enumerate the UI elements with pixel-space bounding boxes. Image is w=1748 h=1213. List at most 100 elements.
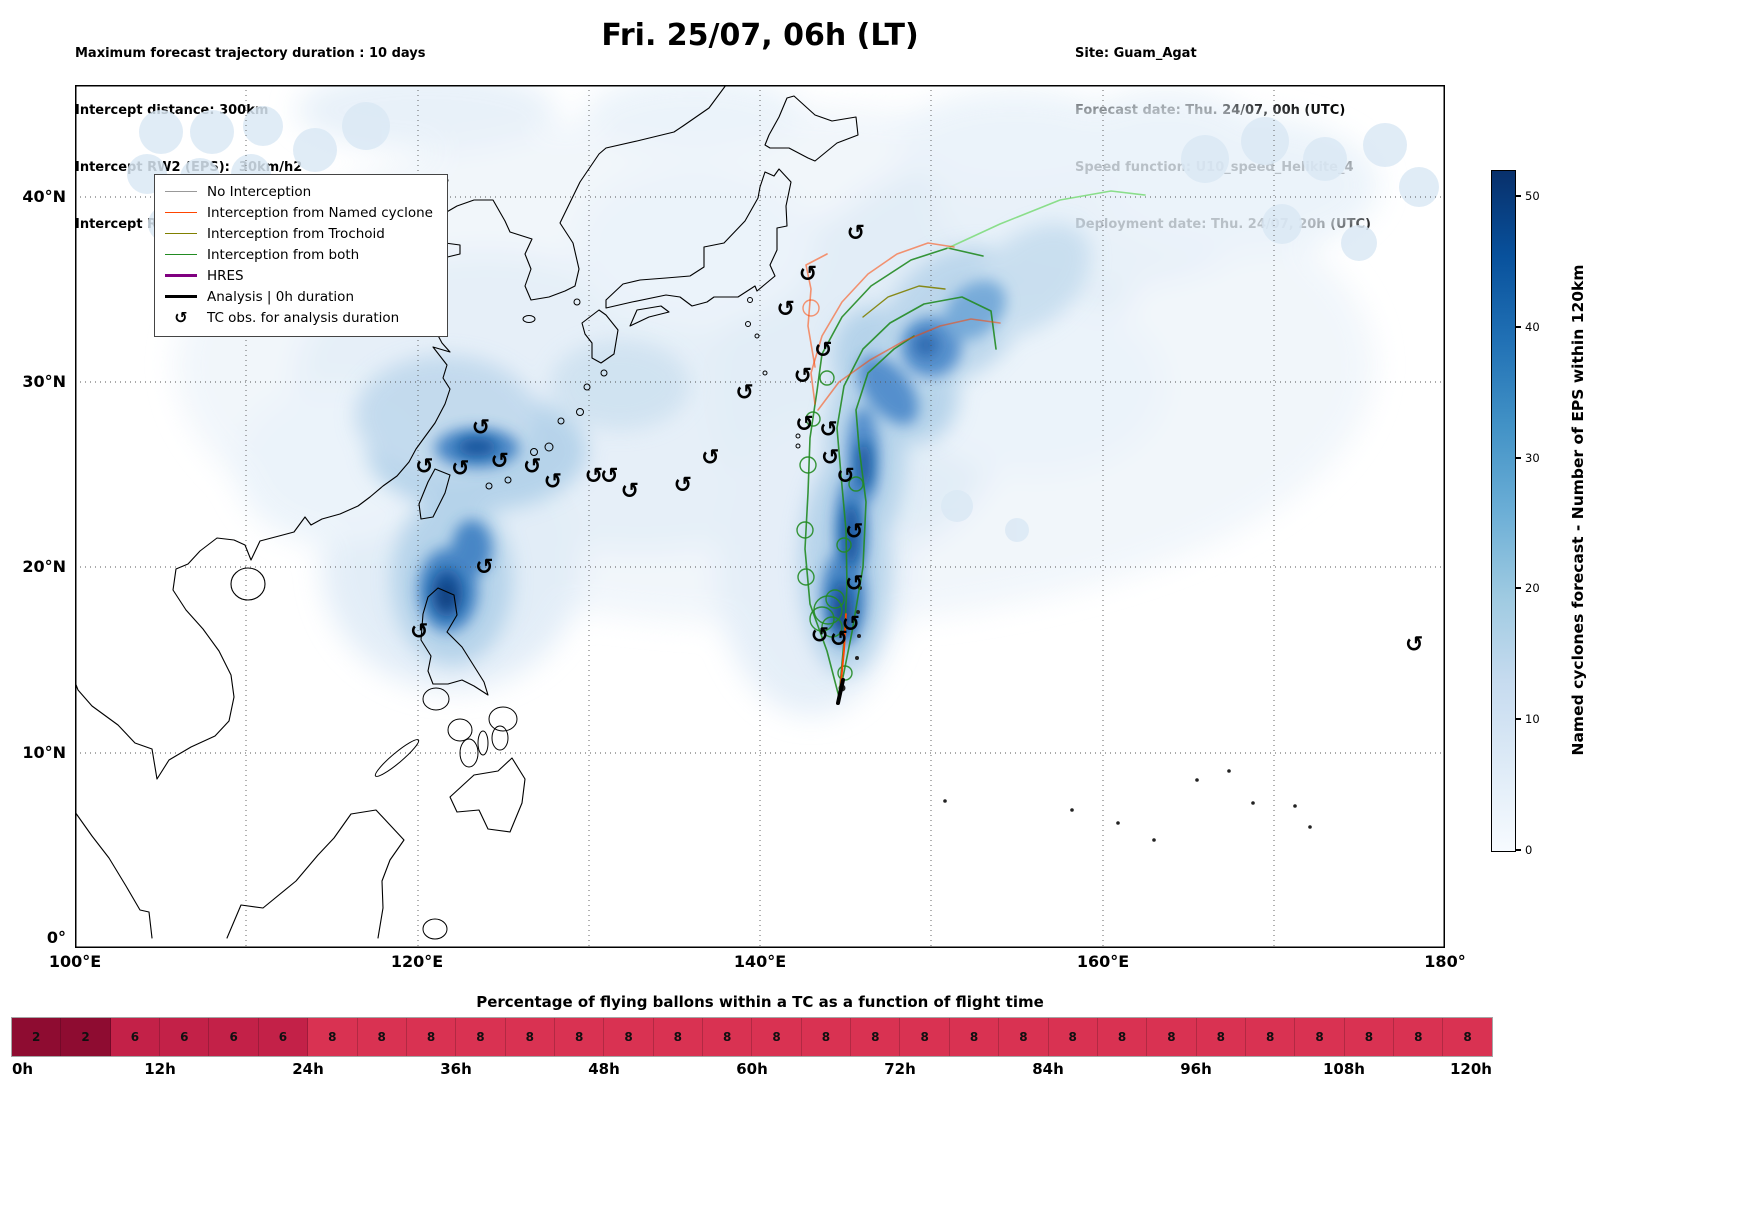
tc-obs-symbol: ↺	[585, 464, 603, 489]
flight-bar-cell: 8	[308, 1018, 358, 1056]
flight-bar-cell: 8	[1344, 1018, 1395, 1056]
ryukyu-islands	[485, 298, 608, 490]
flight-bar-time-label: 84h	[1032, 1060, 1064, 1078]
tc-obs-symbol: ↺	[776, 297, 794, 322]
flight-bar-cell: 8	[1196, 1018, 1246, 1056]
line-sample-icon	[165, 253, 197, 256]
tc-obs-symbol: ↺	[830, 627, 848, 652]
trajectory-named-2	[817, 318, 1001, 411]
legend-item-both: Interception from both	[165, 244, 433, 265]
tc-obs-symbol: ↺	[847, 221, 865, 246]
tc-obs-symbol: ↺	[1405, 633, 1423, 658]
coastline-kyushu	[581, 309, 619, 364]
flight-bar-cell: 6	[110, 1018, 161, 1056]
lat-tick-30n: 30°N	[22, 372, 66, 391]
tc-obs-symbol: ↺	[814, 338, 832, 363]
island-mindoro	[422, 687, 450, 711]
tc-obs-symbol: ↺	[674, 473, 692, 498]
flight-bar-time-label: 72h	[884, 1060, 916, 1078]
coastline-honshu	[605, 168, 792, 309]
flight-bar-time-label: 36h	[440, 1060, 472, 1078]
lon-tick-180: 180°	[1424, 952, 1466, 971]
map-plot: ↺ ↺ ↺ ↺ ↺ ↺ ↺ ↺ ↺ ↺ ↺ ↺ ↺ ↺ ↺ ↺ ↺ ↺ ↺ ↺ ↺ ↺ ↺ ↺ ↺ ↺ ↺ ↺ ↺ No Interce…	[75, 85, 1445, 948]
tc-obs-symbol: ↺	[410, 620, 428, 645]
island-panay	[447, 718, 473, 742]
island-palawan	[374, 739, 420, 777]
island-negros	[459, 738, 479, 768]
tc-obs-symbol: ↺	[795, 412, 813, 437]
micronesia-islands	[943, 769, 1312, 842]
legend-item-named-cyclone: Interception from Named cyclone	[165, 202, 433, 223]
flight-bar-cell: 8	[949, 1018, 1000, 1056]
legend-item-no-interception: No Interception	[165, 181, 433, 202]
island-sulawesi-tip	[422, 918, 448, 940]
lat-tick-20n: 20°N	[22, 557, 66, 576]
legend-item-hres: HRES	[165, 265, 433, 286]
tc-obs-symbol: ↺	[544, 470, 562, 495]
trajectory-named-1	[810, 242, 955, 405]
trajectory-both-1	[804, 247, 984, 698]
coastline-shikoku	[629, 305, 670, 327]
colorbar-tick-mark	[1516, 325, 1521, 328]
coastline-mindanao	[449, 757, 526, 833]
trajectory-both-light	[947, 190, 1146, 249]
flight-bar-cell: 8	[851, 1018, 901, 1056]
flight-bar-cell: 8	[1048, 1018, 1098, 1056]
flight-bar-time-label: 120h	[1450, 1060, 1492, 1078]
colorbar-tick-mark	[1516, 587, 1521, 590]
island-cebu	[477, 730, 489, 756]
colorbar-tick-label: 0	[1525, 843, 1533, 857]
trajectory-named-loop	[802, 299, 820, 317]
colorbar-tick-mark	[1516, 849, 1521, 851]
colorbar-tick-label: 20	[1525, 581, 1540, 596]
flight-bar-time-label: 48h	[588, 1060, 620, 1078]
flight-bar-labels: 0h 12h 24h 36h 48h 60h 72h 84h 96h 108h 120h	[12, 1060, 1492, 1082]
flight-bar-time-label: 108h	[1323, 1060, 1365, 1078]
colorbar-tick-mark	[1516, 456, 1521, 459]
tc-obs-symbol: ↺	[811, 623, 829, 648]
map-svg: ↺↺ ↺ ↺ ↺↺ ↺↺↺ ↺↺↺↺↺↺↺↺↺↺↺ ↺↺↺↺↺↺↺ ↺ ↺	[75, 85, 1445, 948]
flight-bar-cell: 8	[604, 1018, 654, 1056]
tc-obs-symbol: ↺	[600, 464, 618, 489]
flight-bar-cell: 8	[1443, 1018, 1492, 1056]
gridlines	[75, 85, 1445, 948]
line-sample-icon	[165, 294, 197, 299]
coastline-hokkaido	[764, 95, 859, 162]
flight-bar-cell: 8	[1097, 1018, 1148, 1056]
tc-obs-symbol: ↺	[475, 555, 493, 580]
legend-item-analysis: Analysis | 0h duration	[165, 286, 433, 307]
lat-tick-10n: 10°N	[22, 743, 66, 762]
izu-ogasawara-islands	[745, 297, 801, 449]
colorbar-tick-label: 10	[1525, 712, 1540, 727]
trajectory-named-3	[805, 253, 828, 368]
cyclone-symbol-icon: ↺	[174, 308, 188, 327]
tc-obs-symbol: ↺	[845, 571, 863, 596]
flight-bar-cell: 8	[456, 1018, 506, 1056]
tc-obs-symbol: ↺	[821, 445, 839, 470]
colorbar-tick-mark	[1516, 718, 1521, 721]
flight-bar-title: Percentage of flying ballons within a TC…	[476, 993, 1044, 1011]
lat-tick-40n: 40°N	[22, 187, 66, 206]
coastline-mainland-asia	[75, 85, 727, 780]
flight-bar-cell: 6	[209, 1018, 259, 1056]
flight-bar-cell: 8	[1245, 1018, 1296, 1056]
info-line: Site: Guam_Agat	[1075, 46, 1197, 61]
trajectory-both-2	[836, 296, 997, 698]
line-sample-icon	[165, 232, 197, 235]
flight-bar-time-label: 96h	[1180, 1060, 1212, 1078]
flight-bar-cell: 8	[999, 1018, 1049, 1056]
lon-tick-160e: 160°E	[1076, 952, 1130, 971]
tc-obs-symbol: ↺	[794, 364, 812, 389]
flight-bar-cell: 8	[752, 1018, 802, 1056]
legend: No Interception Interception from Named …	[154, 174, 448, 337]
flight-bar-cell: 8	[554, 1018, 605, 1056]
tc-obs-symbol: ↺	[799, 262, 817, 287]
coastlines	[75, 85, 1312, 940]
tc-observations-group: ↺↺ ↺ ↺ ↺↺ ↺↺↺ ↺↺↺↺↺↺↺↺↺↺↺ ↺↺↺↺↺↺↺ ↺ ↺	[410, 221, 1423, 657]
coastline-hainan	[230, 567, 266, 601]
flight-bar-cell: 8	[801, 1018, 852, 1056]
line-sample-icon	[165, 190, 197, 193]
flight-bar-cell: 8	[900, 1018, 950, 1056]
